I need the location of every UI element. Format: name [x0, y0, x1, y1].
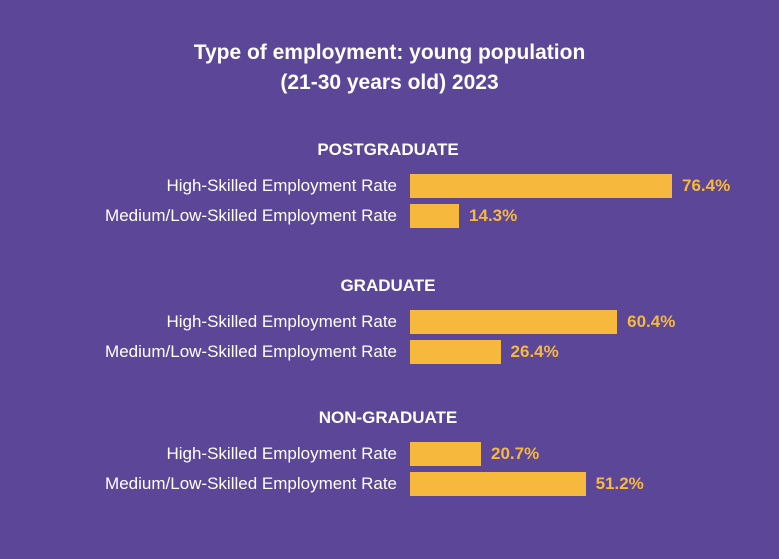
category-label: Medium/Low-Skilled Employment Rate	[105, 474, 397, 493]
bar	[410, 174, 672, 198]
data-label: 51.2%	[595, 474, 644, 493]
bar	[410, 340, 501, 364]
data-label: 60.4%	[627, 312, 676, 331]
group-title: POSTGRADUATE	[317, 140, 459, 159]
bar	[410, 310, 618, 334]
data-label: 20.7%	[490, 444, 540, 463]
bar	[410, 204, 460, 228]
bar	[410, 472, 586, 496]
chart-title-line-2: (21-30 years old) 2023	[280, 71, 499, 94]
bar	[410, 442, 481, 466]
category-label: High-Skilled Employment Rate	[166, 312, 397, 331]
group-title: NON-GRADUATE	[318, 408, 458, 427]
group-title: GRADUATE	[340, 276, 436, 295]
chart-title-line-1: Type of employment: young population	[193, 41, 586, 64]
category-label: High-Skilled Employment Rate	[166, 444, 397, 463]
data-label: 14.3%	[469, 206, 518, 225]
data-label: 26.4%	[510, 342, 559, 361]
category-label: Medium/Low-Skilled Employment Rate	[105, 342, 397, 361]
category-label: Medium/Low-Skilled Employment Rate	[105, 206, 397, 225]
category-label: High-Skilled Employment Rate	[166, 176, 397, 195]
data-label: 76.4%	[682, 176, 731, 195]
